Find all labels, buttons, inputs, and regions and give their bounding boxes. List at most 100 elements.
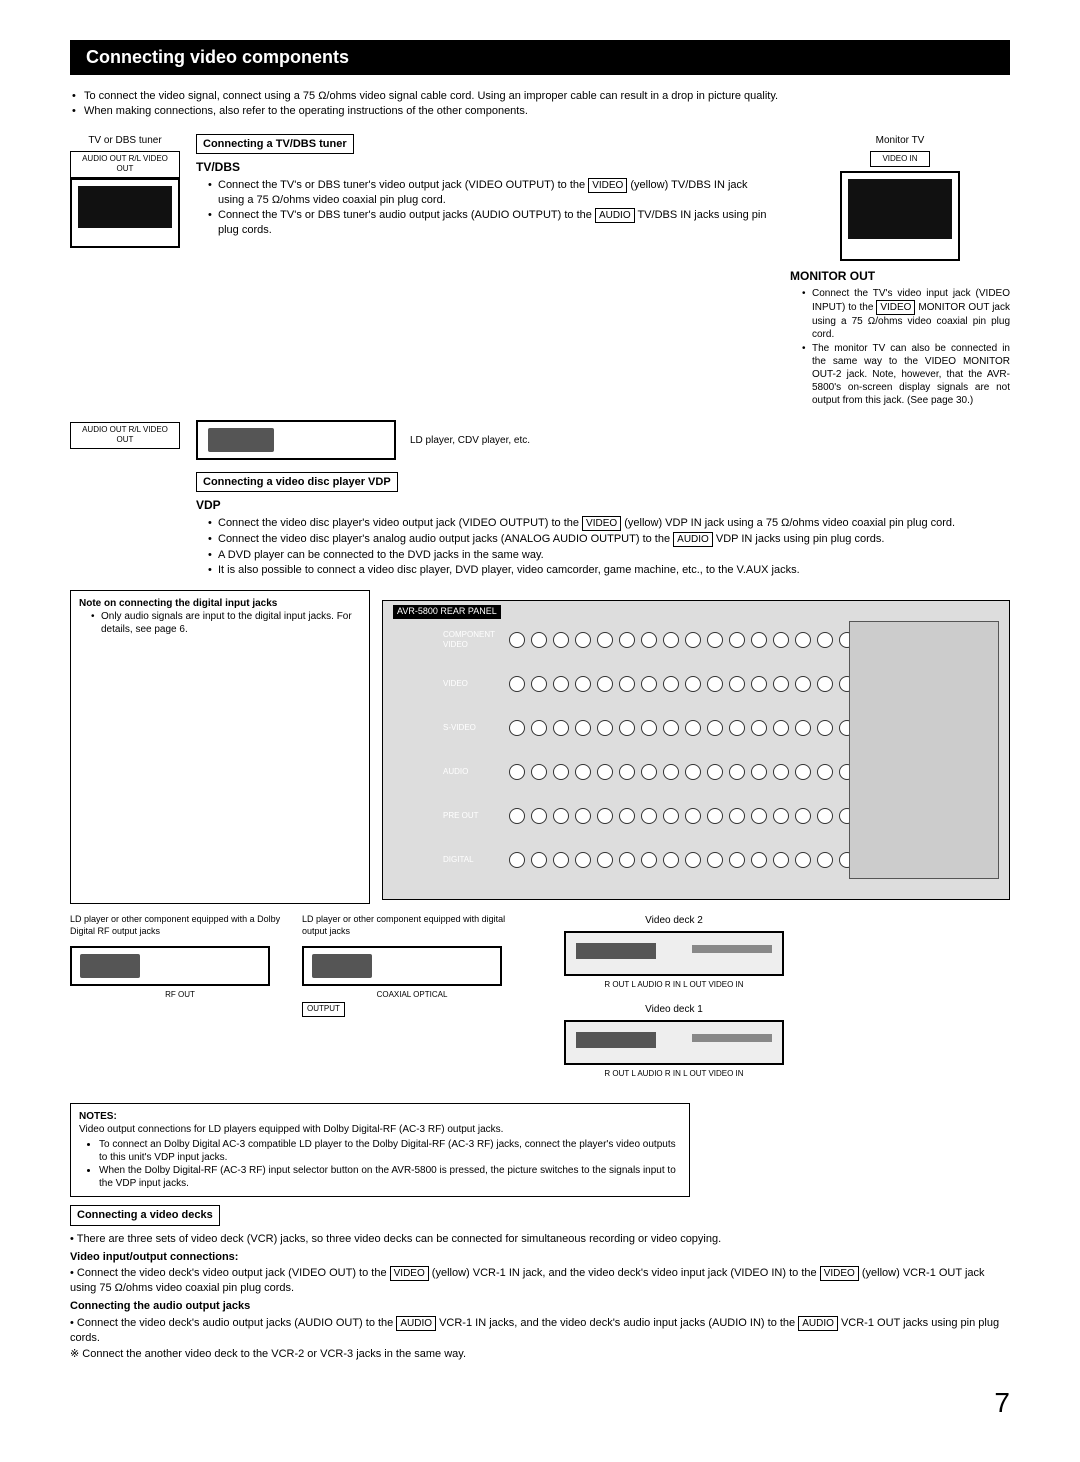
jack-row: VIDEO — [443, 665, 899, 703]
jack-icon — [729, 632, 745, 648]
ld-digital-caption: LD player or other component equipped wi… — [302, 914, 522, 937]
ld-caption: LD player, CDV player, etc. — [410, 434, 530, 447]
jack-icon — [509, 764, 525, 780]
text: Connect the video disc player's analog a… — [218, 533, 673, 545]
vdp-bullet: Connect the video disc player's video ou… — [208, 516, 1010, 531]
decks-p3: • Connect the video deck's audio output … — [70, 1316, 1010, 1345]
tvdbs-bullet: Connect the TV's or DBS tuner's video ou… — [208, 178, 774, 207]
jack-icon — [575, 764, 591, 780]
jack-icon — [597, 852, 613, 868]
jack-row-label: AUDIO — [443, 767, 503, 777]
jack-icon — [663, 632, 679, 648]
digital-note-box: Note on connecting the digital input jac… — [70, 590, 370, 904]
jack-icon — [597, 720, 613, 736]
jack-icon — [509, 676, 525, 692]
page-number: 7 — [70, 1385, 1010, 1421]
jack-icon — [795, 764, 811, 780]
jack-icon — [817, 720, 833, 736]
intro-list: To connect the video signal, connect usi… — [70, 89, 1010, 118]
jack-icon — [729, 720, 745, 736]
output-label: OUTPUT — [302, 1002, 345, 1016]
jack-icon — [685, 852, 701, 868]
tv-device-block: TV or DBS tuner AUDIO OUT R/L VIDEO OUT — [70, 134, 180, 248]
monitor-tv-label: Monitor TV — [790, 134, 1010, 147]
jack-icon — [707, 720, 723, 736]
jack-icon — [729, 676, 745, 692]
jack-icon — [729, 764, 745, 780]
jack-icon — [597, 632, 613, 648]
section-header: Connecting video components — [70, 40, 1010, 75]
tvdbs-bullet: Connect the TV's or DBS tuner's audio ou… — [208, 208, 774, 237]
decks-p2: • Connect the video deck's video output … — [70, 1266, 1010, 1295]
jack-icon — [641, 676, 657, 692]
jack-row-label: COMPONENT VIDEO — [443, 630, 503, 651]
jack-icon — [729, 852, 745, 868]
jack-row-label: DIGITAL — [443, 855, 503, 865]
jack-icon — [751, 852, 767, 868]
vdp-bullet: It is also possible to connect a video d… — [208, 563, 1010, 577]
jack-row-label: PRE OUT — [443, 811, 503, 821]
vdp-subhead: VDP — [196, 498, 1010, 514]
text: (yellow) VCR-1 IN jack, and the video de… — [429, 1267, 820, 1279]
audio-tag: AUDIO — [673, 532, 713, 547]
receiver-title: AVR-5800 REAR PANEL — [393, 605, 501, 619]
monitor-jacks: VIDEO IN — [870, 151, 930, 167]
video-decks-section: Connecting a video decks • There are thr… — [70, 1205, 1010, 1361]
monitor-column: Monitor TV VIDEO IN MONITOR OUT Connect … — [790, 134, 1010, 408]
jack-icon — [817, 764, 833, 780]
jack-icon — [597, 764, 613, 780]
jack-icon — [773, 764, 789, 780]
ld-device-illustration — [196, 420, 396, 460]
video-deck-1-illustration — [564, 1020, 784, 1065]
decks-section-label: Connecting a video decks — [70, 1205, 220, 1225]
jack-icon — [619, 852, 635, 868]
receiver-right-panel — [849, 621, 999, 879]
jack-icon — [531, 720, 547, 736]
jack-icon — [663, 720, 679, 736]
text: Connect the video deck's audio output ja… — [77, 1317, 396, 1329]
jack-row: PRE OUT — [443, 797, 899, 835]
jack-icon — [531, 764, 547, 780]
jack-icon — [773, 720, 789, 736]
jack-row: DIGITAL — [443, 841, 899, 879]
ld-rf-device — [70, 946, 270, 986]
tv-jacks-label: AUDIO OUT R/L VIDEO OUT — [70, 151, 180, 178]
decks-h2: Connecting the audio output jacks — [70, 1299, 1010, 1313]
jack-icon — [795, 676, 811, 692]
jack-icon — [509, 852, 525, 868]
jack-icon — [619, 720, 635, 736]
jack-icon — [685, 764, 701, 780]
jack-icon — [707, 676, 723, 692]
jack-icon — [685, 808, 701, 824]
tvdbs-section-label: Connecting a TV/DBS tuner — [196, 134, 354, 154]
monitor-bullet: Connect the TV's video input jack (VIDEO… — [802, 287, 1010, 341]
jack-icon — [641, 852, 657, 868]
jack-icon — [817, 808, 833, 824]
jack-icon — [553, 720, 569, 736]
jack-row: AUDIO — [443, 753, 899, 791]
audio-tag: AUDIO — [595, 208, 635, 223]
jack-icon — [707, 852, 723, 868]
jack-icon — [619, 676, 635, 692]
text: Connect the video deck's video output ja… — [77, 1267, 390, 1279]
digital-note-head: Note on connecting the digital input jac… — [79, 597, 361, 610]
notes-head: NOTES: — [79, 1110, 681, 1123]
decks-p1: • There are three sets of video deck (VC… — [70, 1232, 1010, 1246]
jack-icon — [773, 808, 789, 824]
jack-grid: COMPONENT VIDEOVIDEOS-VIDEOAUDIOPRE OUTD… — [443, 621, 829, 879]
notes-item: To connect an Dolby Digital AC-3 compati… — [99, 1138, 681, 1164]
jack-icon — [795, 720, 811, 736]
jack-icon — [531, 632, 547, 648]
vdp-text: LD player, CDV player, etc. Connecting a… — [196, 420, 1010, 578]
ld-rf-stack: LD player or other component equipped wi… — [70, 914, 290, 1000]
video-tag: VIDEO — [876, 300, 915, 315]
jack-icon — [795, 632, 811, 648]
receiver-back-panel: AVR-5800 REAR PANEL COMPONENT VIDEO VIDEO… — [382, 600, 1010, 900]
jack-icon — [751, 632, 767, 648]
jack-icon — [641, 632, 657, 648]
jack-icon — [751, 808, 767, 824]
jack-icon — [575, 632, 591, 648]
vdp-left-col: AUDIO OUT R/L VIDEO OUT — [70, 420, 180, 578]
ld-digital-stack: LD player or other component equipped wi… — [302, 914, 522, 1016]
text: VCR-1 IN jacks, and the video deck's aud… — [436, 1317, 798, 1329]
